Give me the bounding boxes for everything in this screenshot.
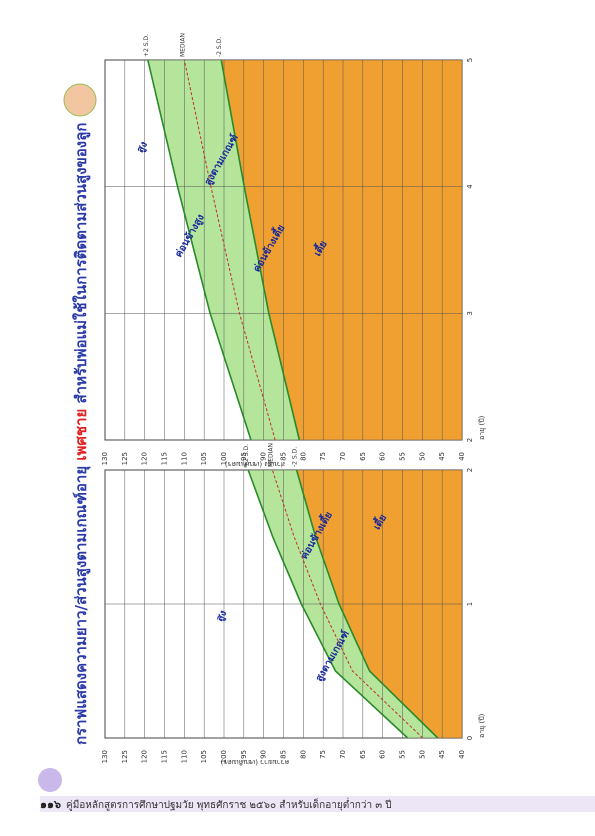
title-part: สำหรับพ่อแม่ใช้ในการติดตามส่วนสูงของลูก: [72, 123, 91, 404]
legend-label: -2 S.D.: [292, 447, 299, 467]
value-tick-label: 105: [200, 750, 208, 763]
value-tick-label: 120: [141, 452, 149, 465]
value-tick-label: 75: [319, 452, 327, 461]
age-tick-label: 3: [466, 311, 474, 315]
value-axis-label: ส่วนสูง (เซนติเมตร): [225, 460, 285, 468]
title: กราฟแสดงความยาว/ส่วนสูงตามเกณฑ์อายุ เพศช…: [72, 123, 91, 745]
value-tick-label: 100: [220, 452, 228, 465]
legend-label: -2 S.D.: [216, 37, 223, 57]
value-tick-label: 45: [438, 750, 446, 759]
value-tick-label: 80: [299, 750, 307, 759]
legend-label: +2 S.D.: [143, 34, 150, 57]
value-tick-label: 55: [399, 750, 407, 759]
percentile-line: [147, 59, 252, 441]
value-tick-label: 100: [220, 750, 228, 763]
value-tick-label: 110: [180, 750, 188, 763]
value-tick-label: 60: [379, 750, 387, 759]
value-tick-label: 125: [121, 452, 129, 465]
value-tick-label: 40: [458, 750, 466, 759]
age-tick-label: 1: [466, 602, 474, 606]
value-tick-label: 90: [260, 750, 268, 759]
normal-zone: [248, 470, 438, 738]
value-tick-label: 50: [418, 750, 426, 759]
value-tick-label: 110: [180, 452, 188, 465]
value-tick-label: 75: [319, 750, 327, 759]
value-tick-label: 50: [418, 452, 426, 461]
value-tick-label: 115: [161, 452, 169, 465]
age-axis-label: อายุ (ปี): [478, 415, 486, 440]
short-zone: [221, 60, 462, 440]
page-number: ๑๑๖: [40, 798, 61, 811]
percentile-line: [295, 469, 439, 739]
value-tick-label: 65: [359, 452, 367, 461]
child-icon: [63, 83, 97, 117]
title-part: กราฟแสดงความยาว/ส่วนสูงตามเกณฑ์อายุ: [72, 466, 91, 745]
percentile-line: [183, 59, 276, 441]
value-tick-label: 125: [121, 750, 129, 763]
percentile-line: [247, 469, 409, 739]
age-tick-label: 4: [466, 184, 474, 189]
percentile-line: [271, 469, 424, 739]
value-tick-label: 55: [399, 452, 407, 461]
percentile-line: [220, 59, 301, 441]
legend-label: MEDIAN: [179, 33, 186, 57]
value-tick-label: 85: [280, 750, 288, 759]
value-axis-label: ความยาว (เซนติเมตร): [220, 758, 289, 766]
value-tick-label: 60: [379, 452, 387, 461]
age-axis-label: อายุ (ปี): [478, 713, 486, 738]
value-tick-label: 130: [101, 452, 109, 465]
value-tick-label: 70: [339, 750, 347, 759]
value-tick-label: 65: [359, 750, 367, 759]
age-tick-label: 2: [466, 438, 474, 442]
value-tick-label: 40: [458, 452, 466, 461]
normal-zone: [147, 60, 300, 440]
value-tick-label: 85: [280, 452, 288, 461]
age-tick-label: 5: [466, 58, 474, 62]
footer-bar: [40, 796, 595, 812]
value-tick-label: 130: [101, 750, 109, 763]
charts: 4045505560657075808590951001051101151201…: [101, 33, 486, 766]
value-tick-label: 90: [260, 452, 268, 461]
age-tick-label: 2: [466, 468, 474, 472]
value-tick-label: 80: [299, 452, 307, 461]
value-tick-label: 45: [438, 452, 446, 461]
value-tick-label: 95: [240, 750, 248, 759]
value-tick-label: 105: [200, 452, 208, 465]
value-tick-label: 95: [240, 452, 248, 461]
value-tick-label: 115: [161, 750, 169, 763]
age-tick-label: 0: [466, 736, 474, 740]
value-tick-label: 70: [339, 452, 347, 461]
title-highlight: เพศชาย: [72, 409, 90, 461]
legend-label: +2 S.D.: [243, 444, 250, 467]
legend-label: MEDIAN: [267, 443, 274, 467]
value-tick-label: 120: [141, 750, 149, 763]
mascot-icon: [38, 768, 62, 792]
footer-text: คู่มือหลักสูตรการศึกษาปฐมวัย พุทธศักราช …: [66, 797, 392, 811]
